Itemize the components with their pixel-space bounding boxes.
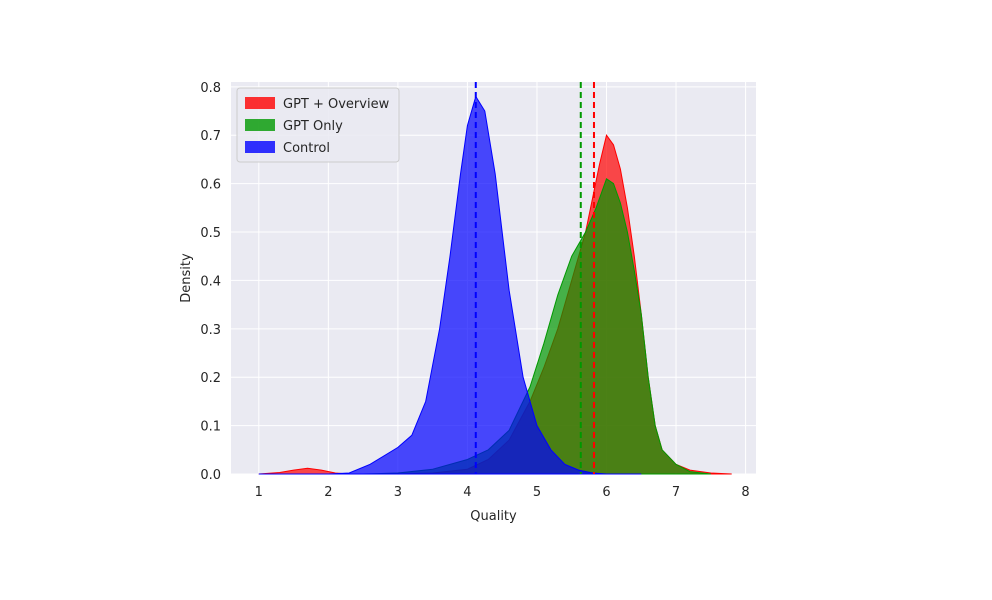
legend-label-0: GPT + Overview bbox=[283, 97, 390, 112]
x-tick-label: 4 bbox=[463, 485, 471, 500]
density-area-2 bbox=[258, 95, 642, 475]
x-tick-label: 1 bbox=[255, 485, 263, 500]
legend-label-1: GPT Only bbox=[283, 119, 343, 134]
legend-swatch-1 bbox=[245, 119, 275, 131]
y-axis-label: Density bbox=[179, 253, 194, 303]
legend-label-2: Control bbox=[283, 141, 330, 156]
y-tick-label: 0.7 bbox=[200, 129, 221, 144]
x-tick-label: 5 bbox=[533, 485, 541, 500]
y-tick-label: 0.8 bbox=[200, 81, 221, 96]
legend-swatch-0 bbox=[245, 97, 275, 109]
y-axis-ticks: 0.0 0.1 0.2 0.3 0.4 0.5 0.6 0.7 0.8 bbox=[200, 81, 221, 483]
legend: GPT + Overview GPT Only Control bbox=[236, 87, 400, 163]
mean-lines bbox=[474, 82, 595, 474]
x-tick-label: 3 bbox=[394, 485, 402, 500]
x-tick-label: 7 bbox=[672, 485, 680, 500]
y-tick-label: 0.4 bbox=[200, 274, 221, 289]
legend-swatch-2 bbox=[245, 141, 275, 153]
x-tick-label: 2 bbox=[324, 485, 332, 500]
y-tick-label: 0.2 bbox=[200, 371, 221, 386]
x-tick-label: 6 bbox=[602, 485, 610, 500]
y-tick-label: 0.5 bbox=[200, 226, 221, 241]
x-axis-label: Quality bbox=[470, 509, 517, 524]
density-areas bbox=[258, 95, 732, 475]
x-axis-ticks: 1 2 3 4 5 6 7 8 bbox=[255, 485, 750, 500]
y-tick-label: 0.3 bbox=[200, 323, 221, 338]
x-tick-label: 8 bbox=[741, 485, 749, 500]
y-tick-label: 0.6 bbox=[200, 178, 221, 193]
legend-box bbox=[236, 87, 400, 163]
y-tick-label: 0.1 bbox=[200, 420, 221, 435]
y-tick-label: 0.0 bbox=[200, 468, 221, 483]
